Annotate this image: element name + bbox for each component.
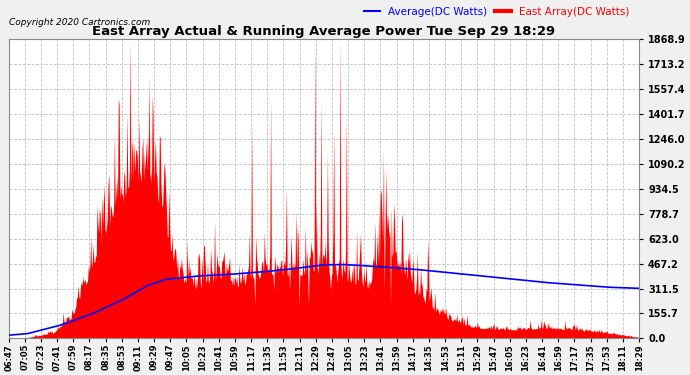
Legend: Average(DC Watts), East Array(DC Watts): Average(DC Watts), East Array(DC Watts) — [359, 3, 634, 21]
Title: East Array Actual & Running Average Power Tue Sep 29 18:29: East Array Actual & Running Average Powe… — [92, 25, 555, 38]
Text: Copyright 2020 Cartronics.com: Copyright 2020 Cartronics.com — [9, 18, 150, 27]
